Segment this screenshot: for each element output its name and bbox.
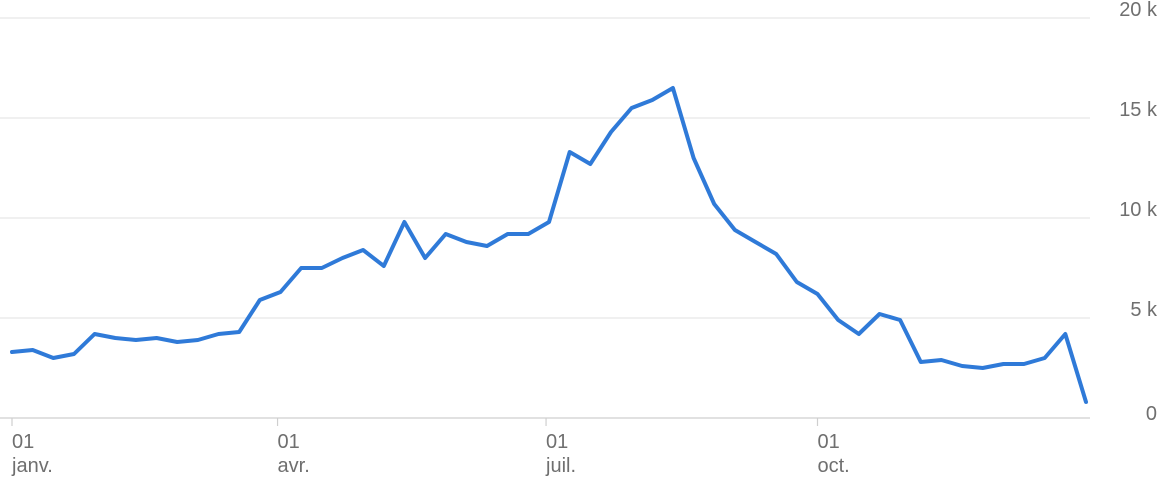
x-tick-month-label: janv.	[11, 455, 53, 477]
y-axis: 0 5 k 10 k 15 k 20 k	[1119, 0, 1158, 425]
series-layer	[10, 86, 1088, 404]
y-tick-label: 0	[1146, 403, 1157, 425]
x-tick-day-label: 01	[12, 431, 34, 453]
y-tick-label: 15 k	[1119, 99, 1158, 121]
series-line	[10, 86, 1088, 404]
y-tick-label: 20 k	[1119, 0, 1158, 21]
x-tick-month-label: juil.	[545, 455, 576, 477]
y-tick-label: 5 k	[1130, 299, 1158, 321]
y-tick-label: 10 k	[1119, 199, 1158, 221]
x-tick-day-label: 01	[278, 431, 300, 453]
x-tick-day-label: 01	[546, 431, 568, 453]
x-tick-month-label: oct.	[818, 455, 850, 477]
x-tick-month-label: avr.	[278, 455, 310, 477]
grid-lines	[0, 17, 1090, 419]
x-tick-day-label: 01	[818, 431, 840, 453]
